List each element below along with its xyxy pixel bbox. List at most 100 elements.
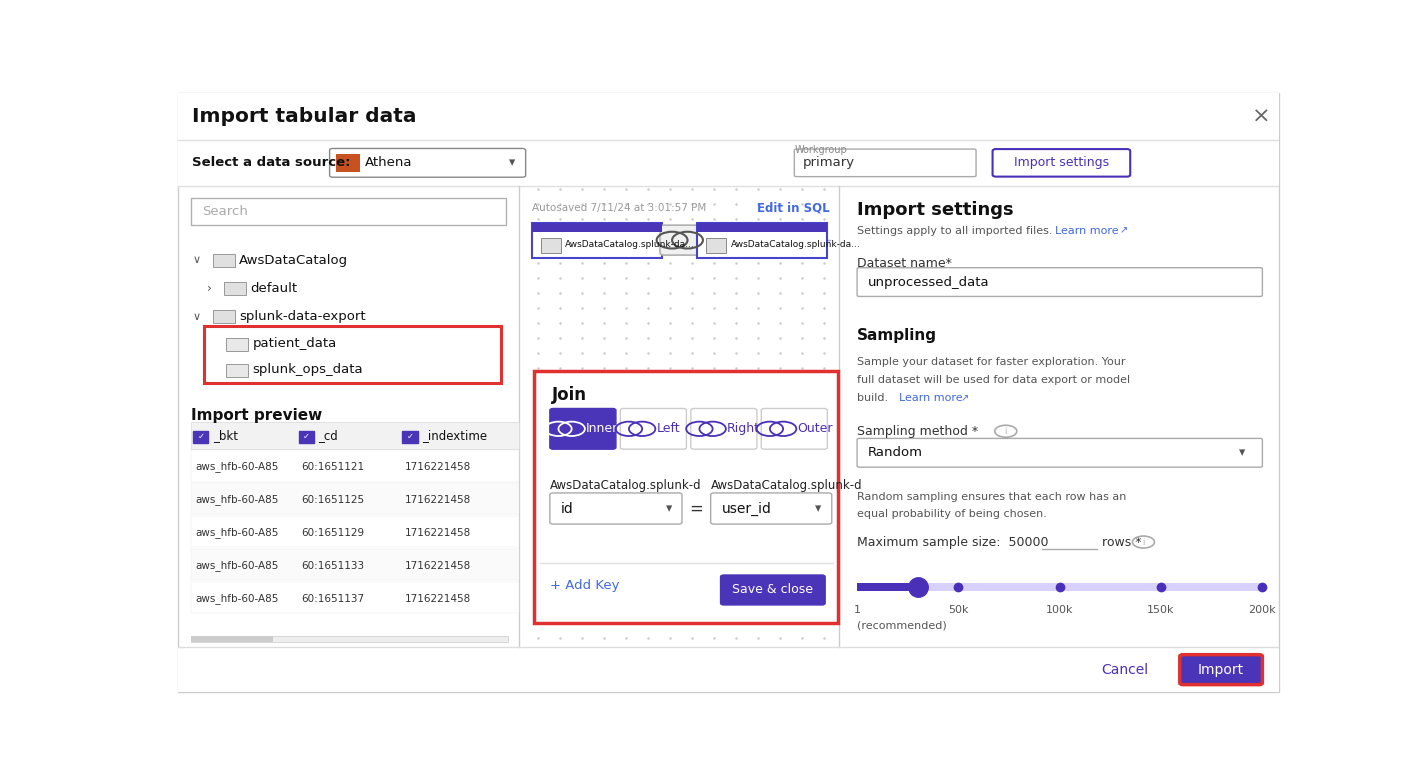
- FancyBboxPatch shape: [533, 223, 662, 258]
- Text: splunk_ops_data: splunk_ops_data: [253, 363, 364, 376]
- Text: 60:1651133: 60:1651133: [301, 561, 364, 571]
- Text: Sampling method *: Sampling method *: [857, 425, 978, 438]
- Text: Maximum sample size:  50000: Maximum sample size: 50000: [857, 535, 1049, 548]
- Text: Select a data source:: Select a data source:: [192, 156, 351, 170]
- Text: ∨: ∨: [193, 255, 202, 265]
- FancyBboxPatch shape: [550, 408, 615, 449]
- FancyBboxPatch shape: [621, 408, 686, 449]
- FancyBboxPatch shape: [330, 149, 526, 177]
- Text: =: =: [689, 499, 703, 517]
- Text: i: i: [1142, 538, 1145, 547]
- Text: i: i: [1005, 426, 1007, 436]
- Text: Import: Import: [1198, 663, 1245, 677]
- FancyBboxPatch shape: [225, 282, 246, 295]
- Text: 60:1651125: 60:1651125: [301, 495, 364, 505]
- Text: 1716221458: 1716221458: [405, 495, 470, 505]
- Text: equal probability of being chosen.: equal probability of being chosen.: [857, 509, 1047, 519]
- Text: ⌃: ⌃: [823, 483, 833, 493]
- Text: AwsDataCatalog.splunk-d: AwsDataCatalog.splunk-d: [710, 478, 863, 492]
- Text: ✓: ✓: [198, 432, 205, 441]
- Text: aws_hfb-60-A85: aws_hfb-60-A85: [195, 494, 279, 505]
- Text: + Add Key: + Add Key: [550, 580, 620, 592]
- FancyBboxPatch shape: [534, 371, 838, 623]
- Text: ✓: ✓: [303, 432, 310, 441]
- FancyBboxPatch shape: [190, 422, 519, 449]
- Text: user_id: user_id: [722, 502, 772, 516]
- Text: 60:1651129: 60:1651129: [301, 527, 364, 538]
- Text: Import settings: Import settings: [1013, 156, 1108, 170]
- Text: ▾: ▾: [816, 502, 821, 515]
- Text: Learn more: Learn more: [1056, 226, 1118, 236]
- Text: ∨: ∨: [193, 312, 202, 322]
- Text: (recommended): (recommended): [857, 621, 946, 631]
- FancyBboxPatch shape: [190, 450, 519, 482]
- Text: ↗: ↗: [1120, 226, 1127, 236]
- Text: _cd: _cd: [318, 429, 338, 442]
- Text: AwsDataCatalog: AwsDataCatalog: [239, 254, 348, 267]
- FancyBboxPatch shape: [337, 155, 361, 173]
- Text: 150k: 150k: [1147, 605, 1175, 615]
- Text: Search: Search: [202, 205, 247, 218]
- Text: Learn more: Learn more: [899, 394, 962, 403]
- Text: rows *: rows *: [1101, 535, 1141, 548]
- FancyBboxPatch shape: [706, 238, 726, 253]
- FancyBboxPatch shape: [193, 431, 209, 443]
- Text: unprocessed_data: unprocessed_data: [868, 275, 990, 289]
- FancyBboxPatch shape: [1179, 654, 1262, 685]
- FancyBboxPatch shape: [659, 225, 699, 255]
- FancyBboxPatch shape: [857, 439, 1262, 467]
- Text: 1716221458: 1716221458: [405, 527, 470, 538]
- FancyBboxPatch shape: [533, 223, 662, 233]
- FancyBboxPatch shape: [710, 493, 831, 524]
- Text: 60:1651121: 60:1651121: [301, 462, 364, 472]
- Text: ▾: ▾: [665, 502, 672, 515]
- Text: ›: ›: [207, 282, 212, 295]
- Text: ✓: ✓: [406, 432, 414, 441]
- FancyBboxPatch shape: [698, 223, 827, 233]
- FancyBboxPatch shape: [794, 149, 976, 177]
- FancyBboxPatch shape: [190, 582, 519, 613]
- FancyBboxPatch shape: [992, 149, 1130, 177]
- Text: ▾: ▾: [1239, 447, 1246, 459]
- Text: 1716221458: 1716221458: [405, 462, 470, 472]
- Text: Inner: Inner: [587, 422, 618, 436]
- FancyBboxPatch shape: [857, 583, 1262, 591]
- FancyBboxPatch shape: [178, 647, 1279, 692]
- FancyBboxPatch shape: [857, 583, 918, 591]
- FancyBboxPatch shape: [190, 516, 519, 548]
- Text: patient_data: patient_data: [253, 338, 337, 350]
- FancyBboxPatch shape: [541, 238, 561, 253]
- Text: Join: Join: [553, 387, 587, 405]
- FancyBboxPatch shape: [720, 575, 826, 605]
- Text: _bkt: _bkt: [213, 429, 237, 442]
- Text: Import tabular data: Import tabular data: [192, 107, 416, 126]
- FancyBboxPatch shape: [190, 482, 519, 514]
- Text: Right: Right: [728, 422, 760, 436]
- FancyBboxPatch shape: [402, 431, 418, 443]
- Text: Outer: Outer: [797, 422, 833, 436]
- FancyBboxPatch shape: [522, 186, 838, 647]
- Text: AwsDataCatalog.splunk-da...: AwsDataCatalog.splunk-da...: [730, 240, 860, 249]
- Text: ↗: ↗: [961, 394, 969, 403]
- Text: Save & close: Save & close: [732, 584, 813, 597]
- Text: Sampling: Sampling: [857, 328, 936, 343]
- Text: full dataset will be used for data export or model: full dataset will be used for data expor…: [857, 375, 1130, 385]
- FancyBboxPatch shape: [178, 140, 1279, 186]
- Text: aws_hfb-60-A85: aws_hfb-60-A85: [195, 593, 279, 605]
- FancyBboxPatch shape: [550, 493, 682, 524]
- Text: 200k: 200k: [1249, 605, 1276, 615]
- Text: Import preview: Import preview: [190, 408, 323, 423]
- Text: 1716221458: 1716221458: [405, 594, 470, 604]
- Text: 60:1651137: 60:1651137: [301, 594, 364, 604]
- Text: aws_hfb-60-A85: aws_hfb-60-A85: [195, 560, 279, 571]
- FancyBboxPatch shape: [691, 408, 757, 449]
- Text: default: default: [250, 282, 297, 295]
- FancyBboxPatch shape: [178, 186, 519, 647]
- Text: ⌄: ⌄: [823, 501, 833, 511]
- Text: build.: build.: [857, 394, 888, 403]
- FancyBboxPatch shape: [698, 223, 827, 258]
- Text: Cancel: Cancel: [1101, 663, 1148, 677]
- Text: splunk-data-export: splunk-data-export: [239, 310, 367, 324]
- Text: Left: Left: [657, 422, 681, 436]
- Text: 1: 1: [854, 605, 861, 615]
